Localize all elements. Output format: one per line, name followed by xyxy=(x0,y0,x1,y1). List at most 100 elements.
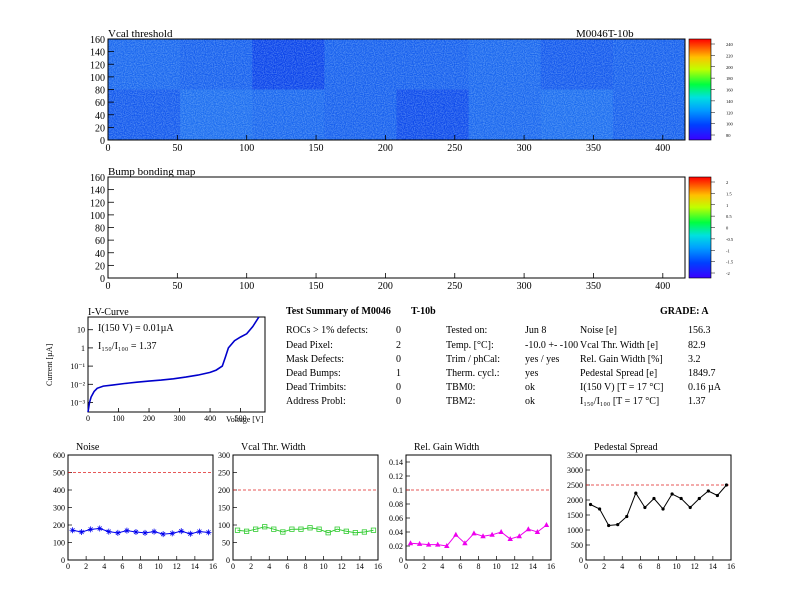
roc-cell-top-3 xyxy=(324,39,397,90)
data-point xyxy=(361,529,368,535)
y-tick-label: 0.08 xyxy=(389,500,403,509)
gain-width-plot-frame xyxy=(405,454,552,561)
roc-cell-bottom-3 xyxy=(324,89,397,141)
y-tick-label: 200 xyxy=(218,486,230,495)
y-tick-label: 100 xyxy=(218,521,230,530)
vcal-width-plot-title: Vcal Thr. Width xyxy=(241,442,306,453)
series-line xyxy=(590,484,727,527)
data-point xyxy=(525,526,532,532)
y-tick-label: 1500 xyxy=(567,511,583,520)
x-tick-label: 8 xyxy=(477,562,481,571)
data-point xyxy=(435,541,441,547)
iv-x-tick-label: 300 xyxy=(174,414,186,423)
iv-axes: 0 100 200 300 400 500 10 1 10⁻¹ 10⁻² 10⁻³ xyxy=(70,326,246,423)
roc-cell-bottom-2 xyxy=(252,89,325,141)
x-tick-label: 300 xyxy=(517,281,532,292)
y-tick-label: 160 xyxy=(90,173,105,184)
x-tick-label: 0 xyxy=(106,281,111,292)
iv-y-tick-label: 10 xyxy=(77,326,85,335)
roc-cell-top-1 xyxy=(180,39,253,90)
y-tick-label: 300 xyxy=(218,451,230,460)
x-tick-label: 16 xyxy=(727,562,735,571)
iv-frame xyxy=(87,316,266,413)
data-point xyxy=(325,530,331,536)
x-tick-label: 2 xyxy=(84,562,88,571)
colorbar-label: 180 xyxy=(726,76,734,81)
summary-value: 0 xyxy=(396,382,401,393)
roc-cell-top-7 xyxy=(612,39,686,90)
vcal-threshold-map: Vcal threshold M0046T-10b 0 50 100 150 200 25… xyxy=(90,28,734,154)
data-point xyxy=(444,543,450,548)
x-tick-label: 14 xyxy=(709,562,717,571)
summary-label: Temp. [°C]: xyxy=(446,340,494,351)
data-point xyxy=(142,529,149,536)
bump-map-frame xyxy=(107,176,686,279)
data-point xyxy=(661,507,665,511)
x-tick-label: 12 xyxy=(338,562,346,571)
data-point xyxy=(625,514,629,519)
data-point xyxy=(706,489,710,493)
colorbar-label: -0.5 xyxy=(726,237,734,242)
data-point xyxy=(534,529,541,534)
summary-label: Dead Pixel: xyxy=(286,340,333,351)
x-tick-label: 2 xyxy=(422,562,426,571)
colorbar-label: -1.5 xyxy=(726,260,734,265)
x-tick-label: 14 xyxy=(191,562,199,571)
summary-value: yes / yes xyxy=(525,354,560,365)
summary-label: Trim / phCal: xyxy=(446,354,500,365)
pedestal-plot-title: Pedestal Spread xyxy=(594,442,658,453)
colorbar-label: 1 xyxy=(726,203,728,208)
colorbar-label: 140 xyxy=(726,99,734,104)
x-tick-label: 10 xyxy=(155,562,163,571)
iv-y-tick-label: 10⁻¹ xyxy=(70,362,85,371)
colorbar-label: 240 xyxy=(726,42,734,47)
iv-annotation-current: I(150 V) = 0.01µA xyxy=(98,323,174,334)
summary-value: 1 xyxy=(396,368,401,379)
y-tick-label: 160 xyxy=(90,35,105,46)
y-tick-label: 0 xyxy=(579,556,583,565)
data-point xyxy=(316,526,322,532)
y-tick-label: 2500 xyxy=(567,481,583,490)
x-tick-label: 50 xyxy=(172,281,182,292)
data-point xyxy=(69,527,76,534)
x-tick-label: 250 xyxy=(447,281,462,292)
x-tick-label: 400 xyxy=(655,143,670,154)
gain-width-plot: Rel. Gain Width 0 2 4 6 8 10 12 14 16 0 0.02 0.04 0.0… xyxy=(389,442,555,571)
data-point xyxy=(416,540,423,546)
noise-plot: Noise 0 2 4 6 8 10 12 14 16 0 100 200 300 400 500 600 xyxy=(53,442,217,571)
x-tick-label: 200 xyxy=(378,281,393,292)
x-tick-label: 8 xyxy=(304,562,308,571)
y-tick-label: 0 xyxy=(61,556,65,565)
iv-x-tick-label: 400 xyxy=(204,414,216,423)
vcal-map-title: Vcal threshold xyxy=(108,28,173,40)
data-point xyxy=(253,526,259,532)
data-point xyxy=(634,491,638,495)
data-point xyxy=(498,529,504,534)
x-tick-label: 10 xyxy=(493,562,501,571)
iv-ylabel: Current [µA] xyxy=(45,344,54,386)
data-point xyxy=(160,531,167,538)
x-tick-label: 8 xyxy=(657,562,661,571)
x-tick-label: 0 xyxy=(404,562,408,571)
data-point xyxy=(262,524,268,530)
x-tick-label: 0 xyxy=(106,143,111,154)
summary-label: Dead Bumps: xyxy=(286,368,341,379)
vcal-map-axes: 0 50 100 150 200 250 300 350 4000204060801001201… xyxy=(90,35,670,154)
data-point xyxy=(196,528,203,535)
iv-x-tick-label: 200 xyxy=(143,414,155,423)
data-point xyxy=(516,533,522,539)
data-point xyxy=(280,529,286,535)
y-tick-label: 0 xyxy=(226,556,230,565)
summary-rows: ROCs > 1% defects: 0 Dead Pixel: 2 Mask Defe… xyxy=(286,325,722,407)
data-point xyxy=(715,493,720,498)
data-point xyxy=(151,528,158,535)
data-point xyxy=(652,496,656,501)
gain-width-plot-title: Rel. Gain Width xyxy=(414,442,479,453)
colorbar-label: 200 xyxy=(726,65,734,70)
y-tick-label: 60 xyxy=(95,236,105,247)
y-tick-label: 20 xyxy=(95,123,105,134)
x-tick-label: 6 xyxy=(638,562,642,571)
iv-y-tick-label: 10⁻³ xyxy=(70,398,85,407)
data-point xyxy=(370,527,377,533)
colorbar-label: -1 xyxy=(726,248,730,253)
